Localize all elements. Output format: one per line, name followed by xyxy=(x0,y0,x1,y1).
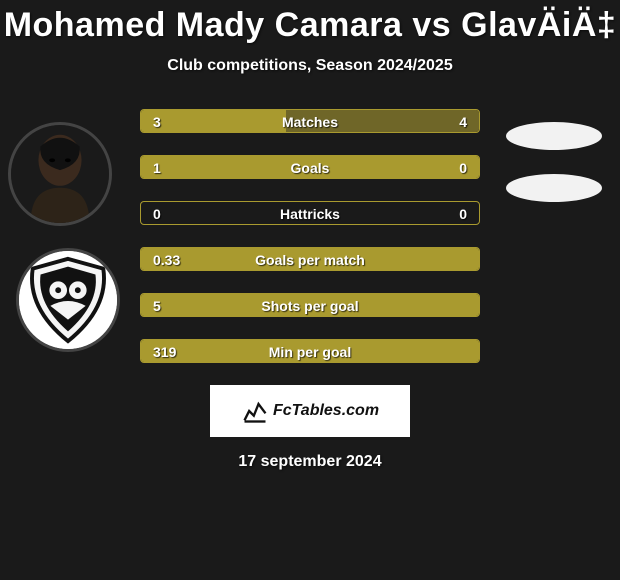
comparison-infographic: Mohamed Mady Camara vs GlavÄiÄ‡ Club com… xyxy=(0,0,620,471)
bar-label: Shots per goal xyxy=(141,294,479,317)
subtitle: Club competitions, Season 2024/2025 xyxy=(0,57,620,75)
bar-row: 0.33Goals per match xyxy=(140,247,480,271)
bar-label: Goals xyxy=(141,156,479,179)
logo-text: FcTables.com xyxy=(273,402,379,420)
date: 17 september 2024 xyxy=(0,453,620,471)
bar-row: 5Shots per goal xyxy=(140,293,480,317)
bar-label: Hattricks xyxy=(141,202,479,225)
bar-row: 319Min per goal xyxy=(140,339,480,363)
chart-icon xyxy=(241,397,269,425)
source-logo: FcTables.com xyxy=(210,385,410,437)
bar-row: 10Goals xyxy=(140,155,480,179)
bar-row: 34Matches xyxy=(140,109,480,133)
bar-row: 00Hattricks xyxy=(140,201,480,225)
comparison-bars: 34Matches 10Goals 00Hattricks 0.33Goals per… xyxy=(0,109,620,363)
bar-label: Goals per match xyxy=(141,248,479,271)
title: Mohamed Mady Camara vs GlavÄiÄ‡ xyxy=(0,0,620,45)
bar-label: Min per goal xyxy=(141,340,479,363)
bar-label: Matches xyxy=(141,110,479,133)
